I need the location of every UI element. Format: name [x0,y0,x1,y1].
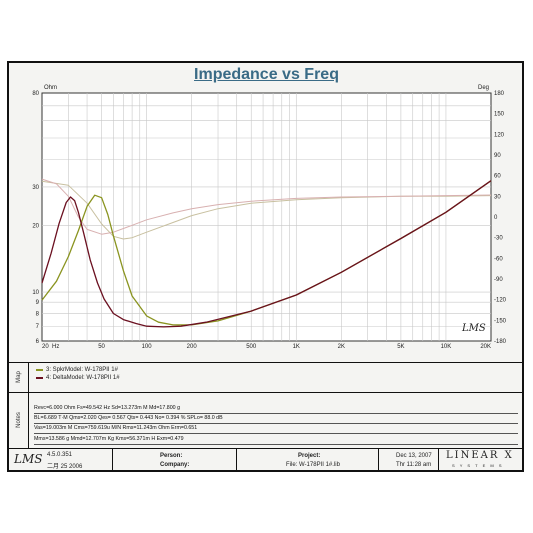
company-label: Company: [160,462,190,468]
legend-label: 3: SpkrModel: W-178PII 1# [46,367,118,373]
footer-divider [112,448,113,472]
date-text: Dec 13, 2007 [396,453,432,459]
brand-logo: LINEAR X [446,450,514,461]
y-right-tick-label: -30 [494,236,503,242]
notes-band [9,392,522,448]
y-left-tick-label: 6 [36,339,40,345]
y-right-unit: Deg [478,85,490,91]
y-right-tick-label: -60 [494,256,503,262]
y-right-tick-label: 30 [494,194,501,200]
phase-curve [41,178,492,235]
y-left-tick-label: 80 [32,91,39,97]
note-line: Vas=19.003m M Cms=759.619u M/N Rms=11.24… [34,425,198,431]
x-tick-label: 20K [480,344,491,350]
footer-divider [378,448,379,472]
y-right-tick-label: -120 [494,298,507,304]
x-tick-label: 1K [293,344,300,350]
footer-band [9,448,522,472]
x-tick-label: 20 [42,344,49,350]
footer-divider [438,448,439,472]
legend-swatch [36,369,43,371]
brand-subtitle: S Y S T E M S [452,463,504,468]
x-unit-label: Hz [52,344,59,350]
y-right-tick-label: 180 [494,91,505,97]
x-tick-label: 2K [338,344,345,350]
legend-swatch [36,377,43,379]
y-left-tick-label: 8 [36,311,40,317]
x-tick-label: 200 [187,344,198,350]
chart-title: Impedance vs Freq [194,66,339,83]
note-divider [34,413,518,414]
y-left-tick-label: 30 [32,185,39,191]
y-left-tick-label: 7 [36,324,40,330]
y-right-tick-label: -150 [494,318,507,324]
note-line: Mms=13.586 g Mmd=12.707m Kg Kms=56.371m … [34,436,184,442]
x-tick-label: 50 [98,344,105,350]
note-line: BL=6.689 T·M Qms=2.020 Qes= 0.567 Qts= 0… [34,415,223,421]
y-right-tick-label: 0 [494,215,498,221]
x-tick-label: 5K [397,344,404,350]
time-text: Thr 11:28 am [396,462,432,468]
plot-area [41,92,492,342]
x-tick-label: 100 [142,344,153,350]
y-right-tick-label: -180 [494,339,507,345]
y-left-tick-label: 9 [36,300,40,306]
legend-item: 4: DeltaModel: W-178PII 1# [36,375,120,381]
x-tick-label: 500 [246,344,257,350]
note-divider [34,433,518,434]
file-label: File: W-178PII 1#.lib [286,462,340,468]
lms-logo: LMS [462,323,486,334]
y-right-tick-label: 120 [494,132,505,138]
footer-logo: LMS [14,452,43,466]
project-label: Project: [298,453,321,459]
y-right-tick-label: 60 [494,174,501,180]
version-text: 4.5.0.351 [47,452,73,458]
note-divider [34,444,518,445]
impedance-curve [41,180,492,328]
y-left-tick-label: 20 [32,224,39,230]
y-right-tick-label: 150 [494,112,505,118]
person-label: Person: [160,453,183,459]
legend-tab: Map [9,362,29,392]
y-left-tick-label: 10 [32,290,39,296]
footer-divider [236,448,237,472]
note-divider [34,423,518,424]
y-right-tick-label: -90 [494,277,503,283]
local-date-text: 二月 25 2006 [47,464,83,470]
legend-band [9,362,522,392]
note-line: Revc=6.000 Ohm Fs=49.542 Hz Sd=13.273m M… [34,405,181,411]
y-left-unit: Ohm [44,85,58,91]
legend-item: 3: SpkrModel: W-178PII 1# [36,367,118,373]
y-right-tick-label: 90 [494,153,501,159]
legend-label: 4: DeltaModel: W-178PII 1# [46,375,120,381]
notes-tab: Notes [9,392,29,448]
x-tick-label: 10K [441,344,452,350]
